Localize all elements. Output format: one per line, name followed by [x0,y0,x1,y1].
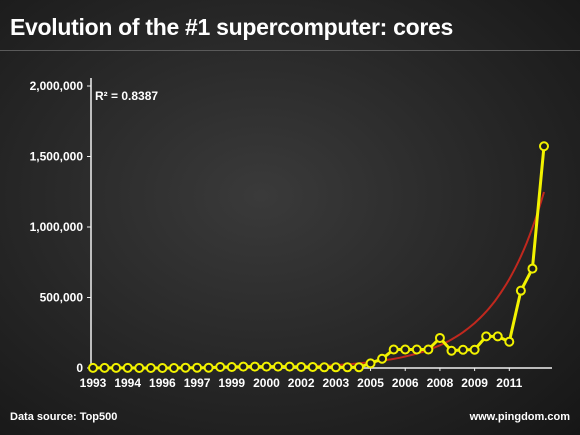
x-tick-label: 2002 [288,376,315,390]
y-tick-label: 1,000,000 [30,220,84,234]
chart-axes [90,78,552,369]
x-tick-label: 1993 [80,376,107,390]
data-point [411,344,422,355]
data-point [180,362,191,373]
data-point [539,141,549,152]
data-point [249,361,260,372]
x-axis-ticks: 1993 1994 1996 1997 1999 2000 2002 2003 2005 2006… [80,368,523,390]
y-axis-ticks: 0 500,000 1,000,000 1,500,000 2,000,000 [30,79,91,375]
title-divider [0,50,580,51]
series-line [93,146,546,370]
data-source: Data source: Top500 [10,411,118,423]
data-point [238,361,249,372]
data-point [192,362,203,373]
data-point [469,344,480,355]
data-point [342,362,353,373]
data-point [168,362,179,373]
data-point [330,362,341,373]
data-point [515,285,526,296]
x-tick-label: 2006 [392,376,419,390]
data-point [296,361,307,372]
y-tick-label: 0 [76,361,83,375]
data-point [527,263,538,274]
data-point [365,358,376,369]
data-point [377,353,388,364]
data-point [134,362,145,373]
y-tick-label: 1,500,000 [30,150,84,164]
x-tick-label: 1996 [149,376,176,390]
x-tick-label: 2008 [427,376,454,390]
x-tick-label: 2011 [496,376,522,390]
x-tick-label: 1997 [184,376,211,390]
x-tick-label: 2000 [253,376,280,390]
data-points [88,141,549,373]
x-tick-label: 1994 [114,376,141,390]
data-point [273,361,284,372]
x-tick-label: 2003 [322,376,349,390]
data-point [88,362,98,373]
data-point [492,331,503,342]
x-tick-label: 2009 [461,376,488,390]
data-point [99,362,110,373]
x-tick-label: 1999 [218,376,245,390]
data-point [226,361,237,372]
data-point [261,361,272,372]
data-point [319,362,330,373]
site-credit: www.pingdom.com [469,411,570,423]
data-point [284,361,295,372]
data-point [434,332,445,343]
data-point [145,362,156,373]
x-tick-label: 2005 [357,376,384,390]
data-point [111,362,122,373]
data-point [307,361,318,372]
data-point [122,362,133,373]
data-point [215,361,226,372]
data-point [458,344,469,355]
y-tick-label: 2,000,000 [30,79,84,93]
data-point [203,362,214,373]
data-point [400,344,411,355]
data-point [481,331,492,342]
trend-line [93,191,545,369]
data-point [446,345,457,356]
data-point [157,362,168,373]
data-point [504,336,515,347]
data-point [423,344,434,355]
data-point [353,362,364,373]
r-squared-annotation: R² = 0.8387 [95,89,158,103]
y-tick-label: 500,000 [40,291,84,305]
data-point [388,344,399,355]
page-title: Evolution of the #1 supercomputer: cores [10,14,453,40]
